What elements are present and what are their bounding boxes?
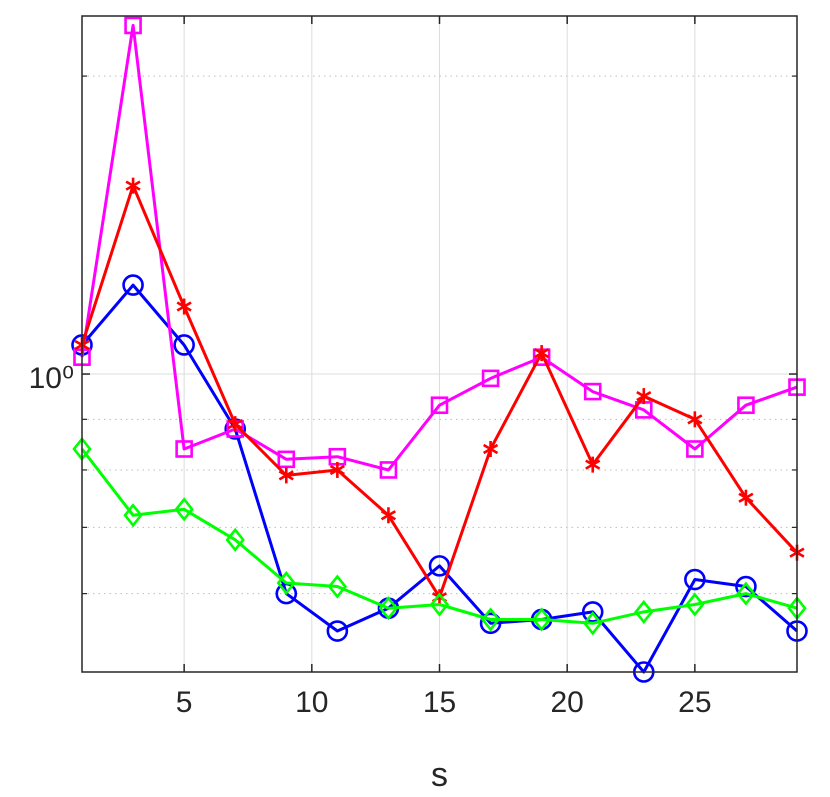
data-point [176,298,192,315]
data-point [175,440,193,458]
data-point [123,503,143,528]
asterisk-stroke [380,510,397,521]
asterisk-stroke [534,347,550,359]
x-tick-label: 25 [678,686,711,719]
series-diamond [72,436,807,636]
data-point [738,489,754,506]
asterisk-stroke [125,180,141,191]
data-point [583,611,603,636]
grid-lines [82,16,797,672]
x-tick-label: 15 [423,686,456,719]
asterisk-stroke [227,419,243,430]
data-point [581,601,604,623]
asterisk-stroke [585,459,601,470]
data-point [481,369,500,388]
data-point [687,411,703,428]
asterisk-stroke [176,301,192,312]
x-tick-label: 5 [176,686,193,719]
data-point [125,177,141,194]
asterisk-stroke [329,464,345,476]
data-point [326,620,349,642]
data-point [225,527,245,552]
x-tick-label: 20 [550,686,583,719]
data-point [174,497,194,522]
data-point [329,461,345,478]
data-point [735,575,757,598]
series-line [80,448,798,625]
data-point [534,345,550,362]
asterisk-stroke [636,390,652,402]
data-point [429,592,450,617]
data-point [737,396,755,415]
data-point [380,507,397,524]
asterisk-stroke [278,470,294,481]
data-point [277,450,296,469]
data-point [636,388,652,405]
data-point [585,456,601,473]
data-point [583,382,602,401]
data-point [379,461,398,479]
asterisk-stroke [738,492,754,503]
data-point [173,334,195,356]
data-point [124,16,142,35]
series-layer [71,16,808,683]
data-point [480,607,501,632]
data-point [430,396,449,415]
y-tick-label: 10⁰ [29,362,74,395]
data-point [378,596,399,621]
data-point [736,581,756,606]
asterisk-stroke [687,414,703,425]
data-point [122,274,144,296]
data-point [327,574,348,599]
data-point [278,467,294,484]
asterisk-stroke [482,443,499,455]
data-point [482,440,499,457]
x-tick-label: 10 [295,686,328,719]
data-point [684,568,706,591]
data-point [634,599,654,625]
data-point [531,607,552,632]
x-axis-label: s [431,756,448,794]
axis-ticks: 5 10 15 20 25 10⁰ [29,16,797,719]
series-asterisk [74,177,805,606]
data-point [685,592,705,617]
data-point [276,570,296,596]
data-point [686,440,704,458]
series-line [80,23,798,472]
series-line [80,283,798,674]
data-point [479,612,502,635]
data-point [227,416,243,433]
